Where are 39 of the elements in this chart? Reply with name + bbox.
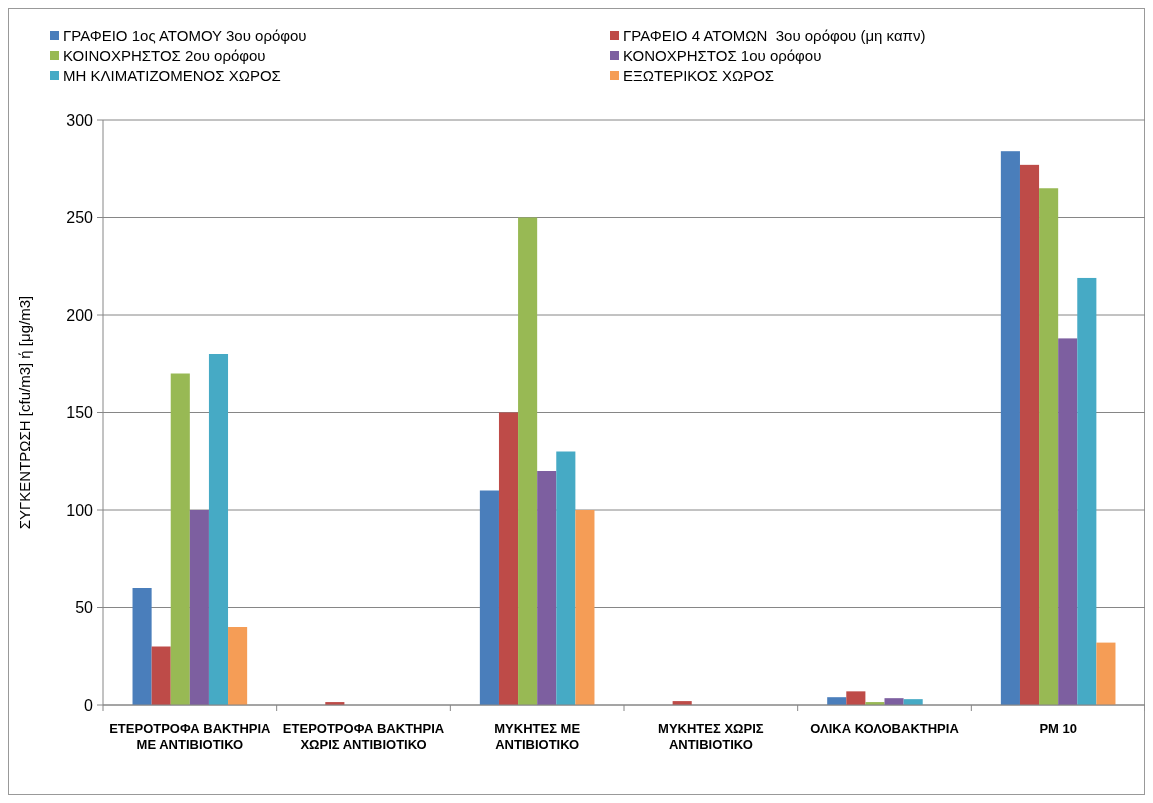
legend-label: ΓΡΑΦΕΙΟ 4 ΑΤΟΜΩΝ 3ου ορόφου (μη καπν) <box>623 27 926 45</box>
y-axis-title: ΣΥΓΚΕΝΤΡΩΣΗ [cfu/m3] ή [μg/m3] <box>16 295 33 530</box>
legend-label: ΚΟΙΝΟΧΡΗΣΤΟΣ 2ου ορόφου <box>63 47 266 65</box>
y-tick-label: 200 <box>66 306 94 324</box>
bar <box>556 451 576 705</box>
y-tick-label: 150 <box>66 404 94 422</box>
bar <box>1039 188 1059 705</box>
bar <box>151 646 171 705</box>
bar <box>1077 277 1097 705</box>
y-tick-label: 50 <box>75 599 94 617</box>
legend-label: ΓΡΑΦΕΙΟ 1ος ΑΤΟΜΟΥ 3ου ορόφου <box>63 27 307 45</box>
bar <box>1019 164 1040 705</box>
bar <box>1058 338 1078 705</box>
x-tick-label: ΟΛΙΚΑ ΚΟΛΟΒΑΚΤΗΡΙΑ <box>810 721 960 736</box>
x-tick-label: ΕΤΕΡΟΤΡΟΦΑ ΒΑΚΤΗΡΙΑ ΜΕ ΑΝΤΙΒΙΟΤΙΚΟ <box>109 721 272 752</box>
bar <box>846 691 866 705</box>
y-tick-label: 250 <box>66 209 94 227</box>
bar <box>189 510 209 705</box>
bar <box>575 510 595 705</box>
bar <box>479 490 499 705</box>
bar <box>518 217 538 705</box>
bar <box>498 412 519 705</box>
x-tick-label: ΜΥΚΗΤΕΣ ΧΩΡΙΣ ΑΝΤΙΒΙΟΤΙΚΟ <box>658 721 764 752</box>
x-tick-label: ΕΤΕΡΟΤΡΟΦΑ ΒΑΚΤΗΡΙΑ ΧΩΡΙΣ ΑΝΤΙΒΙΟΤΙΚΟ <box>282 721 445 752</box>
y-tick-label: 300 <box>66 111 94 129</box>
bar <box>1000 151 1020 705</box>
legend-label: ΕΞΩΤΕΡΙΚΟΣ ΧΩΡΟΣ <box>623 67 775 85</box>
bar <box>1096 642 1116 705</box>
x-tick-label: PM 10 <box>1039 721 1077 736</box>
y-tick-label: 0 <box>84 696 94 714</box>
legend-label: ΜΗ ΚΛΙΜΑΤΙΖΟΜΕΝΟΣ ΧΩΡΟΣ <box>63 67 281 85</box>
bar <box>228 627 248 705</box>
bar <box>132 588 152 705</box>
x-tick-label: ΜΥΚΗΤΕΣ ΜΕ ΑΝΤΙΒΙΟΤΙΚΟ <box>494 721 581 752</box>
legend-label: ΚΟΝΟΧΡΗΣΤΟΣ 1ου ορόφου <box>623 47 822 65</box>
bar <box>537 471 557 705</box>
y-tick-label: 100 <box>66 501 94 519</box>
bar <box>170 373 190 705</box>
bar <box>208 354 229 705</box>
